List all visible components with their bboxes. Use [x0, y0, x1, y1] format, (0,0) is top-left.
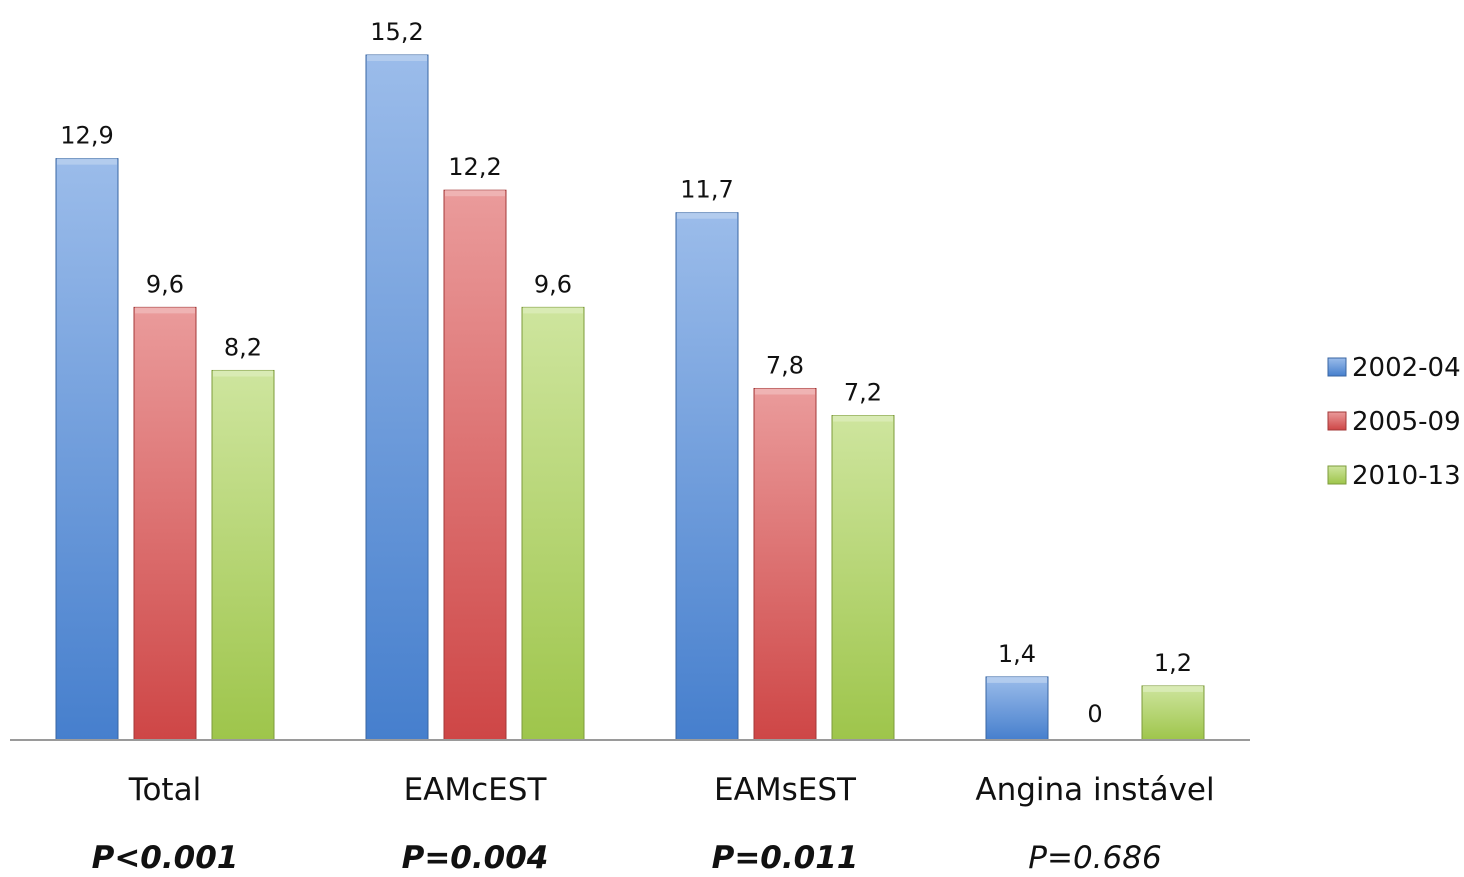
category-label: Total [128, 772, 201, 808]
labels-layer: 12,9 15,2 11,7 1,4 9,6 12,2 7,8 0 8,2 9,6 7,2 1,2 To… [60, 18, 1214, 876]
bar-2010-13-eamsest [831, 415, 895, 741]
data-label: 12,2 [448, 153, 501, 181]
legend-label: 2002-04 [1352, 353, 1461, 383]
p-value-label: P=0.011 [712, 840, 859, 872]
bar-highlight [213, 370, 273, 377]
data-label: 1,4 [998, 640, 1036, 668]
data-label: 0 [1087, 700, 1102, 728]
bar-2005-09-eamsest [753, 387, 817, 741]
p-value-label: P=0.004 [402, 840, 549, 872]
bar-2010-13-eamcest [521, 306, 585, 741]
p-value-label: P<0.001 [92, 840, 239, 872]
bar-highlight [367, 55, 427, 61]
legend-swatch [1327, 357, 1347, 377]
category-label: Angina instável [975, 772, 1214, 808]
bar-highlight [677, 212, 737, 219]
bar-2002-04-eamsest [675, 212, 739, 741]
bar-highlight [987, 676, 1047, 683]
p-value-label: P=0.686 [1028, 840, 1161, 872]
data-label: 12,9 [60, 122, 113, 150]
bar-highlight [135, 307, 195, 314]
bar-2005-09-eamcest [443, 189, 507, 741]
data-label: 7,2 [844, 379, 882, 407]
legend: 2002-04 2005-09 2010-13 [1327, 353, 1461, 491]
bars-layer [55, 54, 1205, 741]
bar-2005-09-total [133, 306, 197, 741]
bar-2002-04-total [55, 158, 119, 741]
legend-label: 2010-13 [1352, 461, 1461, 491]
legend-swatch [1327, 411, 1347, 431]
data-label: 9,6 [534, 270, 572, 298]
data-label: 8,2 [224, 333, 262, 361]
category-label: EAMsEST [714, 772, 857, 808]
bar-2002-04-angina-instável [985, 676, 1049, 741]
bar-highlight [57, 158, 117, 165]
data-label: 9,6 [146, 270, 184, 298]
legend-label: 2005-09 [1352, 407, 1461, 437]
category-label: EAMcEST [404, 772, 548, 808]
bar-2010-13-total [211, 369, 275, 741]
data-label: 11,7 [680, 176, 733, 204]
data-label: 7,8 [766, 351, 804, 379]
bar-highlight [445, 190, 505, 197]
legend-swatch [1327, 465, 1347, 485]
bar-highlight [755, 388, 815, 395]
bar-highlight [833, 415, 893, 422]
bar-highlight [1143, 685, 1203, 692]
bar-highlight [523, 307, 583, 314]
data-label: 1,2 [1154, 649, 1192, 677]
bar-2002-04-eamcest [365, 54, 429, 741]
bar-2010-13-angina-instável [1141, 685, 1205, 741]
data-label: 15,2 [370, 18, 423, 46]
